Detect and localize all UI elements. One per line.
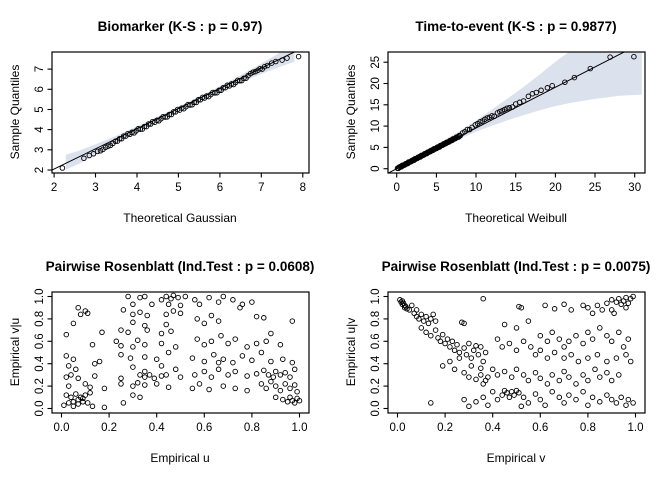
y-tick-label: 0.2 bbox=[370, 378, 382, 394]
x-tick-label: 5 bbox=[175, 182, 181, 194]
y-tick-label: 0 bbox=[370, 165, 382, 171]
x-tick-label: 20 bbox=[549, 182, 562, 194]
data-points bbox=[59, 53, 302, 171]
x-tick-label: 25 bbox=[589, 182, 602, 194]
y-axis-label: Sample Quantiles bbox=[344, 65, 358, 160]
plot-frame bbox=[51, 291, 310, 414]
x-axis: 0.0 0.2 0.4 0.6 0.8 1.0 bbox=[390, 413, 644, 434]
x-tick-label: 0.2 bbox=[101, 422, 117, 434]
chart-title: Pairwise Rosenblatt (Ind.Test : p = 0.00… bbox=[382, 259, 651, 274]
y-tick-label: 0.0 bbox=[370, 401, 382, 417]
x-tick-label: 1.0 bbox=[628, 422, 644, 434]
x-axis-label: Empirical v bbox=[487, 451, 546, 465]
plot-frame bbox=[51, 51, 310, 174]
y-tick-label: 3 bbox=[34, 147, 46, 153]
y-tick-label: 0.4 bbox=[34, 355, 46, 372]
plot-frame bbox=[387, 291, 646, 414]
panel-rosenblatt-uv: Pairwise Rosenblatt (Ind.Test : p = 0.00… bbox=[336, 240, 672, 480]
x-tick-label: 6 bbox=[217, 182, 223, 194]
x-tick-label: 0.4 bbox=[485, 422, 502, 434]
x-tick-label: 0.8 bbox=[580, 422, 596, 434]
data-points bbox=[397, 293, 636, 410]
x-axis: 2 3 4 5 6 7 8 bbox=[51, 173, 306, 194]
chart-canvas: Time-to-event (K-S : p = 0.9877) 0 5 10 15 20… bbox=[344, 19, 646, 225]
x-tick-label: 4 bbox=[134, 182, 141, 194]
y-axis-label: Empirical v|u bbox=[8, 318, 22, 386]
x-tick-label: 0.8 bbox=[244, 422, 260, 434]
x-tick-label: 7 bbox=[258, 182, 264, 194]
panel-time-to-event-qq: Time-to-event (K-S : p = 0.9877) 0 5 10 15 20… bbox=[336, 0, 672, 240]
x-tick-label: 0.2 bbox=[437, 422, 453, 434]
y-axis-label: Sample Quantiles bbox=[8, 65, 22, 160]
y-tick-label: 0.8 bbox=[34, 311, 46, 327]
y-axis: 2 3 4 5 6 7 bbox=[34, 66, 52, 173]
x-axis-label: Theoretical Gaussian bbox=[123, 211, 236, 225]
chart-title: Time-to-event (K-S : p = 0.9877) bbox=[415, 19, 616, 34]
plot-frame bbox=[387, 51, 646, 174]
panel-rosenblatt-vu: Pairwise Rosenblatt (Ind.Test : p = 0.06… bbox=[0, 240, 336, 480]
y-tick-label: 2 bbox=[34, 167, 46, 173]
x-tick-label: 5 bbox=[433, 182, 439, 194]
data-points bbox=[394, 53, 637, 172]
y-tick-label: 0.0 bbox=[34, 401, 46, 417]
y-axis-label: Empirical u|v bbox=[344, 318, 358, 386]
y-tick-label: 0.8 bbox=[370, 311, 382, 327]
x-tick-label: 0.6 bbox=[196, 422, 212, 434]
y-tick-label: 5 bbox=[370, 144, 382, 150]
y-tick-label: 6 bbox=[34, 86, 46, 92]
x-tick-label: 0 bbox=[393, 182, 399, 194]
y-tick-label: 0.6 bbox=[370, 333, 382, 349]
y-tick-label: 7 bbox=[34, 66, 46, 72]
chart-canvas: Pairwise Rosenblatt (Ind.Test : p = 0.06… bbox=[8, 259, 315, 465]
chart-canvas: Biomarker (K-S : p = 0.97) 2 3 4 5 6 7 8 2 3 4 5 6 7 T… bbox=[8, 19, 310, 225]
x-axis-label: Empirical u bbox=[150, 451, 209, 465]
y-tick-label: 25 bbox=[370, 56, 382, 69]
y-tick-label: 1.0 bbox=[34, 289, 46, 305]
x-tick-label: 0.0 bbox=[390, 422, 406, 434]
y-axis: 0.0 0.2 0.4 0.6 0.8 1.0 bbox=[34, 289, 52, 417]
x-tick-label: 0.4 bbox=[149, 422, 166, 434]
x-tick-label: 3 bbox=[92, 182, 98, 194]
y-axis: 0 5 10 15 20 25 bbox=[370, 56, 388, 172]
x-tick-label: 1.0 bbox=[292, 422, 308, 434]
x-tick-label: 10 bbox=[470, 182, 483, 194]
chart-title: Biomarker (K-S : p = 0.97) bbox=[98, 19, 263, 34]
y-tick-label: 10 bbox=[370, 120, 382, 133]
x-tick-label: 8 bbox=[300, 182, 306, 194]
y-tick-label: 0.4 bbox=[370, 355, 382, 372]
data-points bbox=[61, 292, 303, 411]
chart-canvas: Pairwise Rosenblatt (Ind.Test : p = 0.00… bbox=[344, 259, 651, 465]
x-tick-label: 15 bbox=[509, 182, 522, 194]
chart-title: Pairwise Rosenblatt (Ind.Test : p = 0.06… bbox=[46, 259, 315, 274]
y-tick-label: 15 bbox=[370, 98, 382, 111]
y-tick-label: 0.2 bbox=[34, 378, 46, 394]
x-tick-label: 0.6 bbox=[532, 422, 548, 434]
x-axis-label: Theoretical Weibull bbox=[465, 211, 567, 225]
y-tick-label: 20 bbox=[370, 77, 382, 90]
confidence-band bbox=[399, 52, 642, 170]
x-tick-label: 2 bbox=[51, 182, 57, 194]
x-tick-label: 0.0 bbox=[54, 422, 70, 434]
reference-line bbox=[52, 52, 296, 171]
x-axis: 0.0 0.2 0.4 0.6 0.8 1.0 bbox=[54, 413, 308, 434]
x-axis: 0 5 10 15 20 25 30 bbox=[393, 173, 641, 194]
y-tick-label: 1.0 bbox=[370, 289, 382, 305]
y-tick-label: 4 bbox=[34, 126, 46, 133]
x-tick-label: 30 bbox=[628, 182, 641, 194]
panel-biomarker-qq: Biomarker (K-S : p = 0.97) 2 3 4 5 6 7 8 2 3 4 5 6 7 T… bbox=[0, 0, 336, 240]
y-axis: 0.0 0.2 0.4 0.6 0.8 1.0 bbox=[370, 289, 388, 417]
y-tick-label: 5 bbox=[34, 106, 46, 112]
y-tick-label: 0.6 bbox=[34, 333, 46, 349]
